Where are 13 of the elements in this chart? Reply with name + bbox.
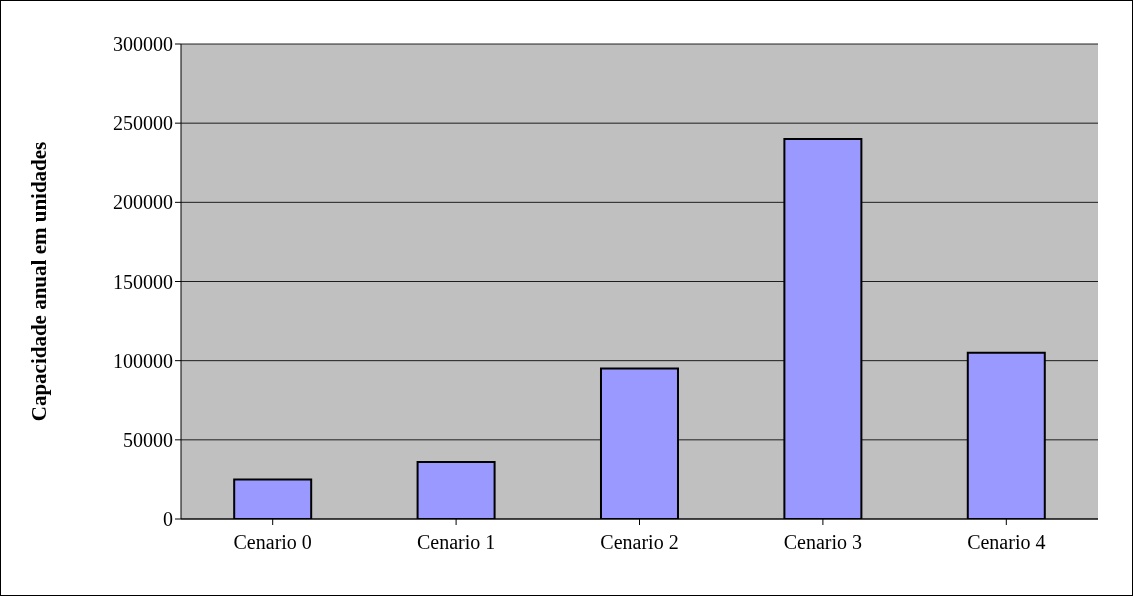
x-tick-label: Cenario 4 bbox=[967, 531, 1046, 554]
x-tick-label: Cenario 3 bbox=[783, 531, 863, 554]
x-tick-label: Cenario 2 bbox=[600, 531, 679, 554]
y-tick-label: 200000 bbox=[113, 191, 173, 214]
y-axis-title: Capacidade anual em unidades bbox=[27, 141, 52, 422]
y-tick-label: 250000 bbox=[113, 112, 173, 135]
y-tick-label: 50000 bbox=[123, 428, 173, 451]
x-tick-label: Cenario 1 bbox=[416, 531, 496, 554]
y-tick-label: 300000 bbox=[113, 33, 173, 56]
y-tick-label: 150000 bbox=[113, 270, 173, 293]
x-tick-label: Cenario 0 bbox=[233, 531, 312, 554]
y-tick-label: 100000 bbox=[113, 349, 173, 372]
y-tick-label: 0 bbox=[163, 508, 173, 531]
